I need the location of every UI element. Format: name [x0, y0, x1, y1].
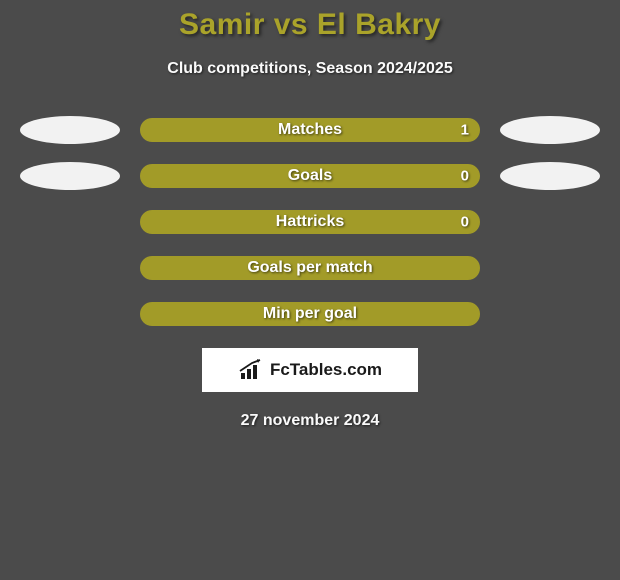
left-oval: [20, 116, 120, 144]
page-title: Samir vs El Bakry: [0, 8, 620, 42]
stat-label: Matches: [278, 121, 342, 139]
stat-bar: Min per goal: [140, 302, 480, 326]
root: Samir vs El Bakry Club competitions, Sea…: [0, 0, 620, 430]
brand-label: FcTables.com: [270, 360, 382, 380]
spacer: [20, 254, 120, 282]
right-oval: [500, 162, 600, 190]
spacer: [500, 300, 600, 328]
spacer: [20, 300, 120, 328]
spacer: [500, 208, 600, 236]
bar-chart-icon: [238, 359, 264, 381]
subtitle: Club competitions, Season 2024/2025: [0, 60, 620, 78]
stat-row: Goals 0: [0, 164, 620, 188]
date-label: 27 november 2024: [0, 412, 620, 430]
stat-label: Goals: [288, 167, 332, 185]
stat-bar: Goals 0: [140, 164, 480, 188]
stat-value: 1: [461, 122, 469, 139]
stat-row: Goals per match: [0, 256, 620, 280]
stat-row: Min per goal: [0, 302, 620, 326]
stat-label: Min per goal: [263, 305, 357, 323]
stats-panel: Matches 1 Goals 0 Hattricks 0 Goals per match M…: [0, 118, 620, 326]
spacer: [20, 208, 120, 236]
stat-value: 0: [461, 214, 469, 231]
brand-box[interactable]: FcTables.com: [202, 348, 418, 392]
stat-row: Hattricks 0: [0, 210, 620, 234]
right-oval: [500, 116, 600, 144]
stat-value: 0: [461, 168, 469, 185]
stat-bar: Matches 1: [140, 118, 480, 142]
stat-label: Goals per match: [247, 259, 372, 277]
stat-bar: Goals per match: [140, 256, 480, 280]
stat-row: Matches 1: [0, 118, 620, 142]
stat-label: Hattricks: [276, 213, 344, 231]
stat-bar: Hattricks 0: [140, 210, 480, 234]
spacer: [500, 254, 600, 282]
left-oval: [20, 162, 120, 190]
